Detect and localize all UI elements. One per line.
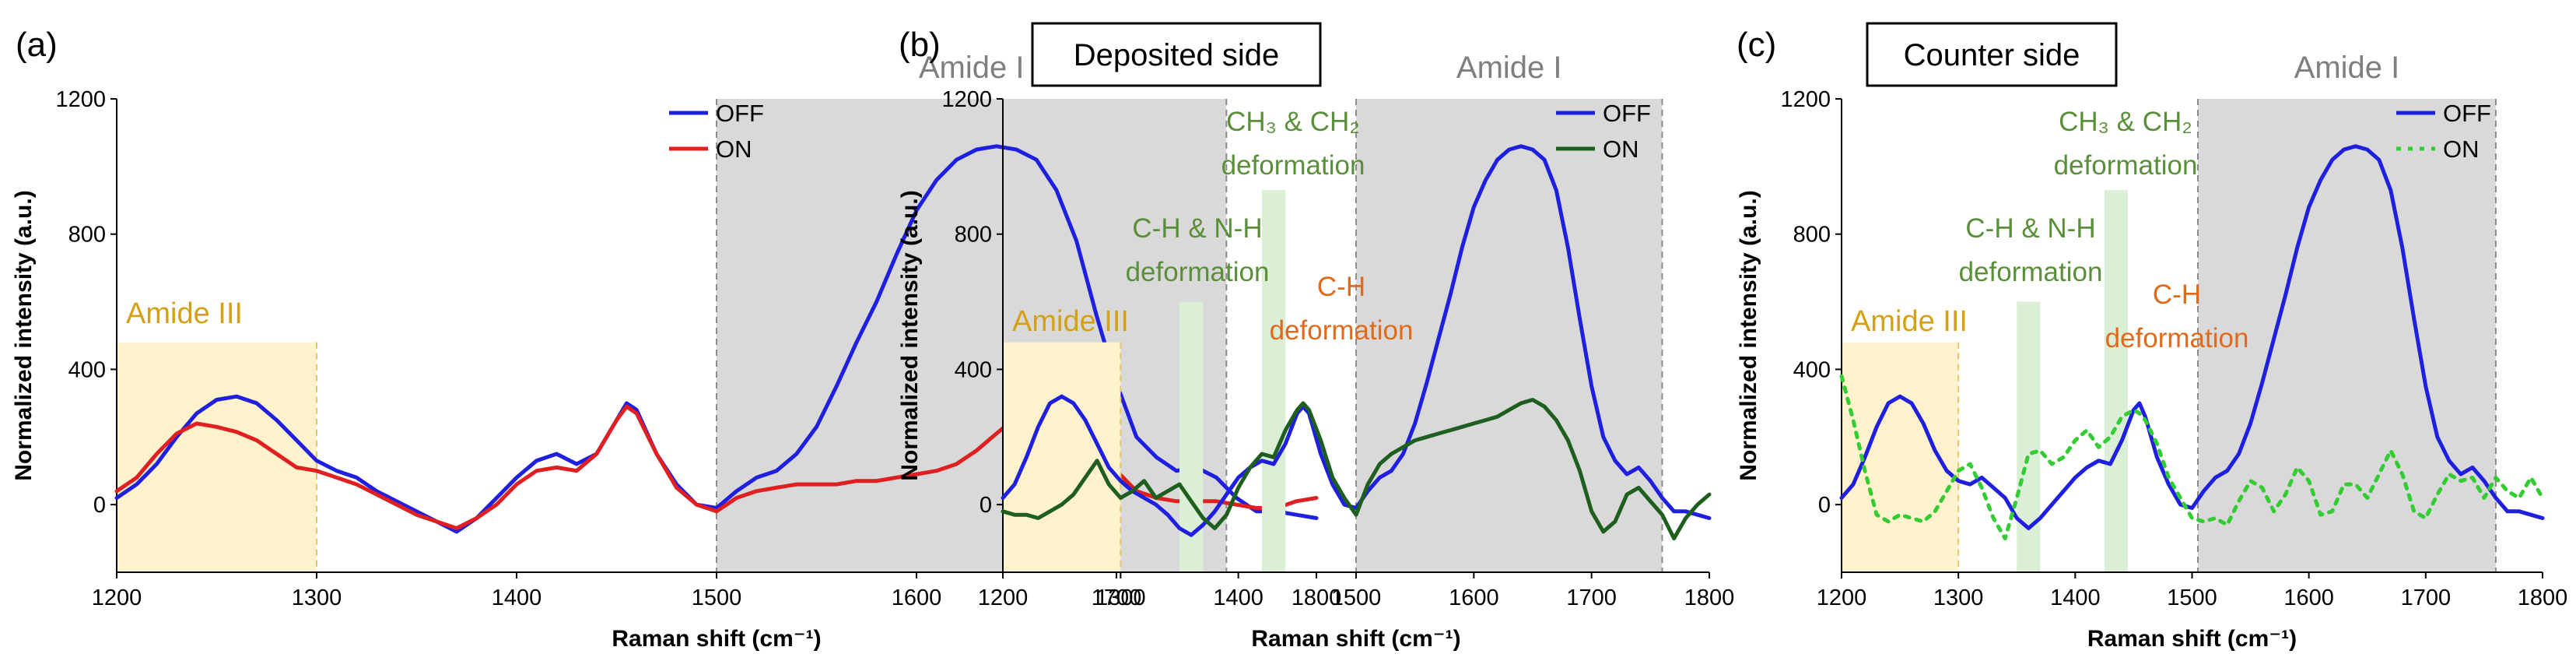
- panel-letter: (b): [899, 26, 941, 64]
- legend-label: ON: [716, 135, 752, 163]
- x-axis-title: Raman shift (cm⁻¹): [1251, 626, 1460, 652]
- shaded-region: [117, 342, 317, 572]
- x-tick-label: 1200: [92, 585, 142, 610]
- y-axis-title: Normalized intensity (a.u.): [897, 190, 923, 480]
- y-tick-label: 400: [1793, 357, 1831, 382]
- x-tick-label: 1800: [1292, 585, 1342, 610]
- annotation-text: deformation: [1270, 315, 1414, 346]
- x-tick-label: 1200: [1817, 585, 1867, 610]
- annotation-text: C-H: [2153, 280, 2201, 310]
- annotation-text: deformation: [1221, 150, 1365, 181]
- y-tick-label: 0: [93, 493, 106, 518]
- chart-panel-3: Amide III Amide I C-H & N-H deformation CH₃ …: [1736, 22, 2568, 652]
- legend-label: OFF: [716, 100, 764, 127]
- title-box: [1866, 22, 2118, 87]
- x-tick-label: 1300: [1933, 585, 1984, 610]
- x-axis-title: Raman shift (cm⁻¹): [2087, 626, 2297, 652]
- x-tick-label: 1300: [1095, 585, 1146, 610]
- x-tick-label: 1800: [2518, 585, 2568, 610]
- x-tick-label: 1700: [1566, 585, 1617, 610]
- x-tick-label: 1500: [2167, 585, 2217, 610]
- y-tick-label: 0: [980, 493, 992, 518]
- shaded-region: [2198, 99, 2496, 572]
- shaded-region: [1261, 190, 1286, 572]
- y-tick-label: 1200: [55, 87, 106, 112]
- x-tick-label: 1300: [292, 585, 342, 610]
- x-tick-label: 1400: [2050, 585, 2101, 610]
- x-tick-label: 1600: [892, 585, 942, 610]
- x-tick-label: 1700: [2401, 585, 2452, 610]
- annotation-text: deformation: [2054, 150, 2198, 181]
- region-label: Amide I: [919, 51, 1025, 85]
- annotation-text: C-H: [1317, 272, 1365, 302]
- y-tick-label: 1200: [941, 87, 992, 112]
- legend-label: OFF: [1603, 100, 1651, 127]
- shaded-region: [1356, 99, 1663, 572]
- y-tick-label: 1200: [1780, 87, 1831, 112]
- x-tick-label: 1500: [692, 585, 742, 610]
- series-line-on: [1001, 398, 1712, 541]
- y-tick-label: 800: [1793, 223, 1831, 248]
- panel-letter: (a): [16, 26, 58, 64]
- region-label: Amide I: [2294, 51, 2400, 85]
- y-tick-label: 0: [1818, 493, 1831, 518]
- y-tick-label: 800: [68, 223, 106, 248]
- annotation-text: deformation: [2105, 323, 2249, 353]
- chart-panel-2: Amide III Amide I C-H & N-H deformation CH₃ …: [897, 22, 1735, 652]
- annotation-text: deformation: [1126, 257, 1270, 287]
- x-axis-title: Raman shift (cm⁻¹): [612, 626, 821, 652]
- legend-label: ON: [2443, 135, 2480, 163]
- x-tick-label: 1600: [1449, 585, 1499, 610]
- legend-label: ON: [1603, 135, 1639, 163]
- y-axis-title: Normalized intensity (a.u.): [11, 190, 37, 480]
- annotation-text: deformation: [1959, 257, 2103, 287]
- y-tick-label: 800: [955, 223, 992, 248]
- panel-title: Deposited side: [1074, 38, 1280, 72]
- x-tick-label: 1600: [2283, 585, 2334, 610]
- annotation-text: C-H & N-H: [1132, 213, 1262, 244]
- legend-label: OFF: [2443, 100, 2491, 127]
- panel-title: Counter side: [1904, 38, 2080, 72]
- annotation-text: CH₃ & CH₂: [2059, 107, 2192, 137]
- x-tick-label: 1400: [1213, 585, 1263, 610]
- annotation-text: CH₃ & CH₂: [1226, 107, 1360, 137]
- shaded-region: [2104, 190, 2128, 572]
- region-label: Amide I: [1456, 51, 1562, 85]
- series-line-on: [1839, 374, 2545, 541]
- annotation-text: C-H & N-H: [1965, 213, 2095, 244]
- region-label: Amide III: [126, 297, 243, 330]
- x-tick-label: 1400: [492, 585, 542, 610]
- chart-panel-1: Amide III Amide I 0 400 800 1200 1200 1300 1400 1…: [11, 26, 1341, 652]
- x-tick-label: 1700: [1092, 585, 1142, 610]
- shaded-region: [2017, 301, 2041, 572]
- y-axis-title: Normalized intensity (a.u.): [1736, 190, 1761, 480]
- y-tick-label: 400: [68, 357, 106, 382]
- x-tick-label: 1500: [1331, 585, 1382, 610]
- region-label: Amide III: [1851, 305, 1968, 338]
- title-box: [1031, 22, 1322, 87]
- x-tick-label: 1200: [978, 585, 1029, 610]
- panel-letter: (c): [1737, 26, 1776, 64]
- shaded-region: [1003, 342, 1121, 572]
- y-tick-label: 400: [955, 357, 992, 382]
- x-tick-label: 1800: [1684, 585, 1735, 610]
- region-label: Amide III: [1012, 305, 1129, 338]
